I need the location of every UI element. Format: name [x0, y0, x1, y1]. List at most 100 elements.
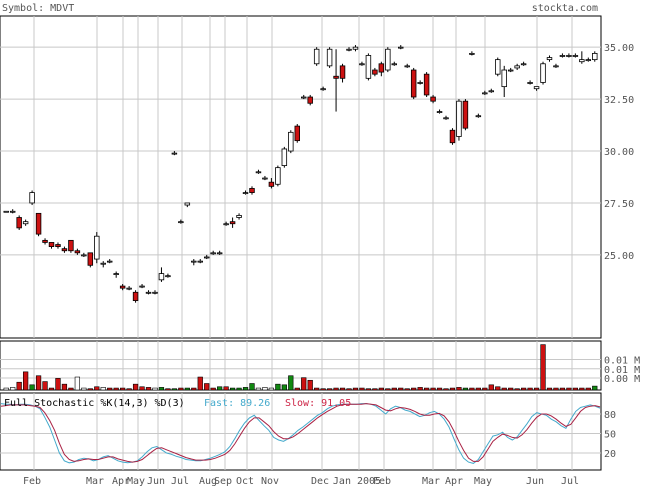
x-tick-label: Dec	[311, 476, 329, 486]
volume-bar	[171, 388, 178, 391]
volume-bar	[94, 386, 100, 391]
candle-body	[35, 212, 42, 235]
volume-bar	[139, 386, 145, 391]
volume-bar	[268, 387, 275, 391]
candle-body	[475, 115, 482, 118]
candle-body	[3, 210, 9, 213]
candle-body	[184, 202, 191, 206]
volume-bar	[48, 387, 55, 391]
candle-body	[449, 129, 456, 144]
volume-bar	[100, 387, 106, 391]
candle-body	[126, 287, 132, 290]
candle-body	[372, 69, 378, 75]
candle-body	[527, 82, 533, 84]
volume-bar	[61, 383, 68, 391]
volume-bar	[132, 383, 139, 391]
volume-bar	[385, 388, 391, 391]
volume-bar	[87, 388, 93, 391]
candle-body	[533, 86, 540, 90]
candle-body	[592, 52, 598, 61]
volume-bar	[217, 386, 223, 391]
x-tick-label: Aug	[199, 476, 217, 486]
volume-bar	[229, 387, 236, 391]
volume-bar	[398, 387, 404, 391]
price-tick-label: 35.00	[604, 43, 634, 54]
slow-line	[0, 403, 601, 463]
candle-body	[352, 46, 359, 50]
candle-body	[242, 192, 249, 194]
volume-bar	[55, 378, 61, 391]
volume-bar	[320, 388, 326, 391]
volume-bar	[178, 387, 184, 391]
volume-bar	[404, 388, 410, 391]
x-tick-label: May	[474, 476, 492, 486]
volume-series	[3, 344, 598, 391]
volume-bar	[346, 388, 352, 391]
x-tick-label: Nov	[261, 476, 279, 486]
symbol-label: Symbol: MDVT	[2, 3, 74, 14]
volume-bar	[152, 387, 158, 391]
volume-bar	[495, 386, 501, 391]
volume-bar	[417, 387, 423, 391]
volume-bar	[436, 387, 443, 391]
candle-body	[326, 48, 333, 67]
volume-bar	[469, 387, 475, 391]
volume-bar	[81, 387, 87, 391]
volume-bar	[42, 381, 48, 391]
candle-body	[495, 59, 501, 75]
volume-bar	[10, 387, 16, 391]
volume-bar	[546, 387, 553, 391]
volume-bar	[294, 387, 300, 391]
candle-body	[507, 69, 514, 72]
volume-bar	[120, 387, 126, 391]
volume-bar	[249, 383, 255, 391]
volume-bar	[475, 387, 481, 391]
candle-body	[391, 63, 398, 66]
candle-body	[165, 275, 171, 278]
volume-bar	[378, 387, 384, 391]
x-tick-label: Sep	[214, 476, 232, 486]
volume-bar	[197, 376, 203, 391]
candle-body	[22, 221, 29, 225]
candle-body	[514, 65, 520, 69]
x-tick-label: Mar	[86, 476, 104, 486]
candle-body	[546, 57, 553, 61]
candle-body	[132, 291, 139, 302]
x-tick-label: Apr	[445, 476, 463, 486]
candle-body	[262, 177, 268, 180]
candle-body	[410, 69, 417, 98]
candle-body	[436, 111, 443, 113]
volume-bar	[566, 387, 572, 391]
candle-body	[423, 73, 430, 96]
price-panel	[0, 15, 602, 339]
volume-bar	[281, 384, 287, 391]
volume-bar	[307, 379, 313, 391]
x-tick-label: Apr	[112, 476, 130, 486]
candle-body	[68, 239, 74, 252]
candle-body	[501, 69, 507, 88]
volume-tick-label: 0.01 M	[604, 365, 640, 376]
candle-body	[145, 291, 152, 294]
volume-bar	[255, 387, 262, 391]
candle-body	[520, 63, 527, 66]
slow-legend: Slow: 91.05	[285, 398, 351, 409]
volume-bar	[333, 387, 339, 391]
volume-bar	[592, 385, 598, 391]
candle-body	[482, 92, 488, 95]
volume-bar	[74, 376, 81, 391]
volume-bar	[107, 387, 113, 391]
candle-body	[398, 46, 404, 49]
candle-body	[579, 59, 585, 63]
volume-bar	[372, 388, 378, 391]
volume-bar	[572, 387, 578, 391]
volume-bar	[145, 387, 152, 391]
candle-body	[585, 59, 592, 62]
volume-bar	[488, 384, 494, 391]
price-tick-label: 27.50	[604, 199, 634, 210]
volume-bar	[314, 387, 320, 391]
x-tick-label: Jun	[526, 476, 544, 486]
volume-bar	[236, 387, 242, 391]
candle-body	[572, 55, 579, 57]
stochastic-title: Full Stochastic %K(14,3) %D(3)	[4, 398, 185, 409]
